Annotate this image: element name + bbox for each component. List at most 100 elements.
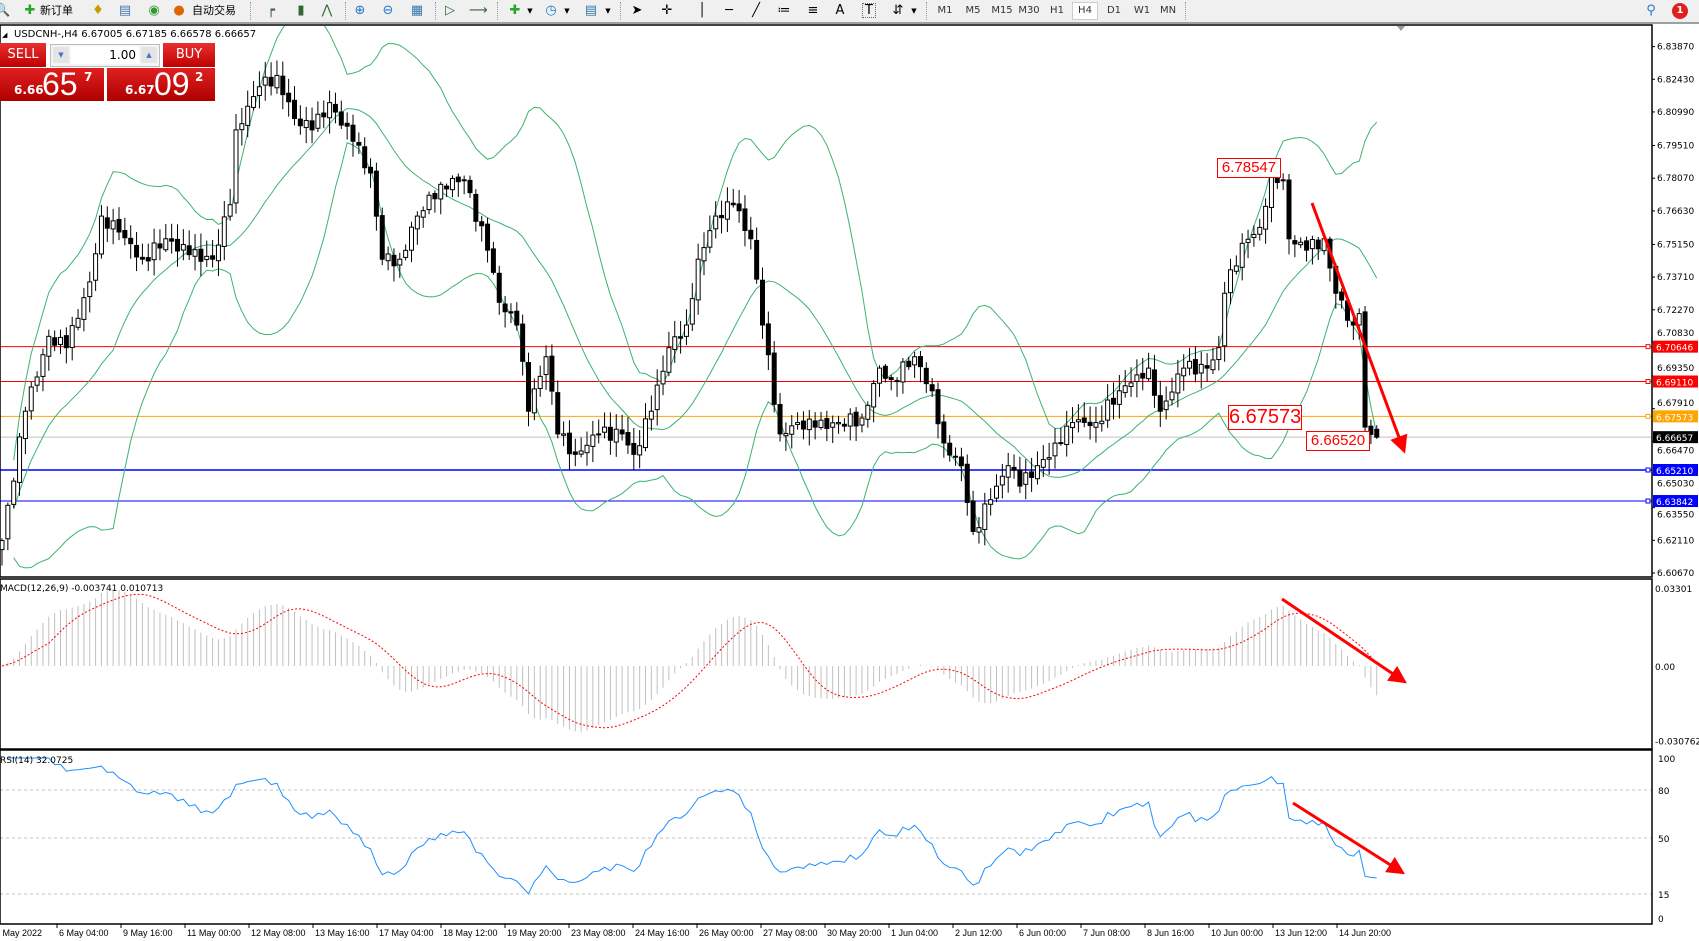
candle[interactable] (596, 419, 602, 444)
candle[interactable] (953, 447, 959, 466)
candle[interactable] (894, 377, 900, 397)
candle[interactable] (1064, 410, 1070, 457)
candle[interactable] (625, 417, 631, 454)
candle[interactable] (818, 411, 824, 430)
candle[interactable] (783, 422, 789, 451)
candle[interactable] (1169, 377, 1175, 406)
candle[interactable] (239, 107, 245, 146)
candle[interactable] (98, 204, 104, 259)
price-label-low[interactable]: 6.66520 (1306, 431, 1370, 451)
search-icon[interactable]: 🔍 (0, 3, 11, 18)
candle[interactable] (215, 229, 221, 277)
candle[interactable] (526, 352, 531, 427)
candle[interactable] (1245, 229, 1251, 259)
candle[interactable] (607, 412, 613, 455)
candle[interactable] (672, 320, 678, 363)
candle[interactable] (34, 371, 40, 392)
candle[interactable] (1298, 237, 1304, 249)
candle[interactable] (543, 345, 549, 390)
trend-arrow[interactable] (1292, 801, 1406, 875)
candle[interactable] (1116, 374, 1122, 419)
arrows-icon[interactable]: ⇵ (892, 3, 904, 18)
candle[interactable] (110, 208, 116, 245)
candle[interactable] (0, 538, 5, 566)
line-chart-icon[interactable]: ⋀ (321, 3, 333, 18)
candle[interactable] (356, 132, 362, 154)
candle[interactable] (900, 358, 906, 394)
trend-arrow[interactable] (1281, 597, 1407, 684)
candle[interactable] (754, 227, 760, 284)
candle[interactable] (1052, 428, 1058, 469)
sell-price[interactable]: 6.66 65 7 (0, 67, 104, 101)
candle[interactable] (602, 412, 608, 439)
candle[interactable] (175, 224, 180, 267)
candle[interactable] (1111, 382, 1116, 420)
candle[interactable] (502, 296, 508, 328)
candle[interactable] (309, 107, 315, 144)
candle[interactable] (104, 206, 110, 242)
candle[interactable] (1198, 351, 1204, 389)
candle[interactable] (520, 314, 526, 376)
candle[interactable] (941, 414, 947, 458)
candle[interactable] (58, 329, 63, 354)
candle[interactable] (888, 374, 894, 391)
find-icon[interactable]: ⚲ (1646, 3, 1656, 18)
candle[interactable] (145, 243, 151, 272)
price-line-handle[interactable] (1645, 413, 1651, 419)
candle[interactable] (227, 188, 233, 221)
candle[interactable] (391, 248, 397, 282)
fibonacci-icon[interactable]: ≔ (777, 3, 791, 18)
candle[interactable] (233, 114, 239, 214)
candle[interactable] (1239, 233, 1245, 281)
candle[interactable] (871, 380, 877, 423)
candle[interactable] (186, 230, 192, 261)
candle[interactable] (1105, 384, 1111, 428)
candle[interactable] (1034, 451, 1040, 485)
auto-trading-icon[interactable]: ● (173, 3, 185, 18)
candle[interactable] (69, 316, 75, 361)
candle[interactable] (1087, 406, 1093, 440)
candle[interactable] (882, 363, 888, 383)
candle[interactable] (1175, 359, 1181, 408)
candle[interactable] (1122, 369, 1128, 398)
candle[interactable] (1157, 380, 1163, 427)
candle[interactable] (204, 240, 210, 267)
candle[interactable] (724, 187, 730, 232)
candle[interactable] (403, 244, 409, 261)
candle[interactable] (824, 410, 830, 442)
candle[interactable] (75, 309, 81, 331)
candle[interactable] (777, 392, 783, 442)
candle[interactable] (163, 224, 169, 253)
candle[interactable] (1251, 225, 1257, 247)
candle[interactable] (947, 434, 953, 462)
candle[interactable] (917, 350, 923, 383)
candle[interactable] (508, 303, 514, 324)
timeframe-h1[interactable]: H1 (1050, 5, 1064, 16)
candle[interactable] (906, 356, 912, 370)
candle[interactable] (695, 243, 701, 315)
candle[interactable] (397, 252, 403, 278)
candle[interactable] (338, 100, 344, 129)
candle[interactable] (1257, 218, 1263, 241)
candle[interactable] (1081, 402, 1087, 428)
candle[interactable] (321, 100, 327, 129)
candle[interactable] (760, 267, 765, 339)
candle[interactable] (631, 427, 637, 470)
crosshair-icon[interactable]: ✛ (661, 3, 673, 18)
zoom-in-icon[interactable]: ⊕ (354, 3, 366, 18)
candle[interactable] (1228, 258, 1233, 305)
candle[interactable] (362, 137, 368, 175)
candle[interactable] (666, 331, 672, 377)
candle[interactable] (268, 62, 274, 96)
candle[interactable] (830, 415, 836, 444)
candle[interactable] (578, 437, 584, 458)
candle[interactable] (742, 195, 748, 247)
candle[interactable] (28, 381, 34, 420)
candle[interactable] (449, 175, 455, 198)
timeframe-w1[interactable]: W1 (1133, 5, 1151, 16)
candle[interactable] (847, 408, 853, 441)
candle[interactable] (151, 228, 157, 276)
volume-input[interactable]: 1.00 (71, 46, 139, 64)
candle[interactable] (1023, 459, 1029, 500)
candle[interactable] (1075, 404, 1081, 433)
